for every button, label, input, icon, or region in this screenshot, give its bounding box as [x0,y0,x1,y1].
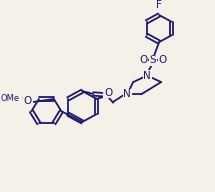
Text: S: S [150,55,157,65]
Text: O: O [24,96,32,106]
Text: OMe: OMe [1,94,20,103]
Text: F: F [156,0,162,10]
Text: N: N [143,70,151,80]
Text: O: O [140,55,148,65]
Text: O: O [104,88,112,98]
Text: O: O [159,55,167,65]
Text: N: N [123,89,131,99]
